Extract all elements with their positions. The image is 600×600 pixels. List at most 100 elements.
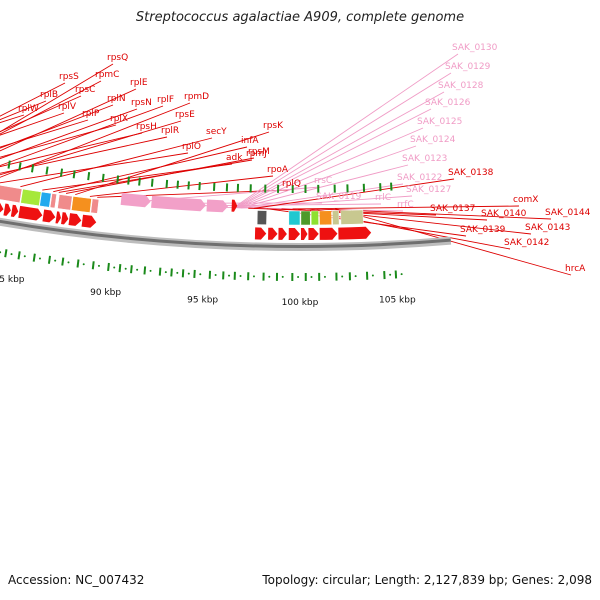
gc-dot (124, 267, 127, 270)
gene-label[interactable]: SAK_0127 (406, 185, 451, 195)
cog-block[interactable] (90, 198, 100, 214)
cds-arrow[interactable] (10, 204, 19, 218)
gene-label[interactable]: SAK_0142 (504, 238, 549, 248)
gene-label[interactable]: SAK_0143 (525, 223, 570, 233)
cog-block[interactable] (300, 210, 311, 226)
gc-dot (323, 275, 326, 278)
gene-label[interactable]: SAK_0137 (430, 204, 475, 214)
cds-arrow[interactable] (81, 214, 97, 228)
cog-block[interactable] (49, 193, 57, 209)
gene-label[interactable]: rplV (58, 102, 77, 112)
gc-tick (165, 179, 169, 188)
gc-tick (101, 173, 105, 182)
leader-line (20, 137, 213, 188)
gc-tick (91, 261, 95, 270)
gene-label[interactable]: rpsM (248, 147, 270, 157)
gene-label[interactable]: SAK_0126 (425, 98, 471, 108)
gene-label[interactable]: SAK_0144 (545, 208, 591, 218)
cog-block[interactable] (57, 194, 73, 211)
cds-arrow[interactable] (231, 199, 238, 212)
leader-line (0, 82, 66, 117)
cds-arrow[interactable] (42, 209, 56, 223)
cog-block[interactable] (39, 191, 52, 208)
gc-dot (400, 273, 403, 276)
gene-label[interactable]: rplW (18, 104, 39, 114)
gene-label[interactable]: rplO (182, 142, 201, 152)
gene-label[interactable]: infA (241, 136, 259, 146)
gene-label[interactable]: rrsC (314, 176, 332, 186)
cds-arrow[interactable] (0, 202, 4, 214)
gene-label[interactable]: rrfC (397, 200, 414, 210)
cog-block[interactable] (0, 161, 23, 204)
gene-label[interactable]: rplQ (282, 179, 301, 189)
cog-block[interactable] (256, 210, 267, 225)
leader-line (0, 80, 102, 135)
gene-label[interactable]: SAK_0124 (410, 135, 456, 145)
gene-label[interactable]: rpsQ (107, 53, 128, 63)
gene-label[interactable]: secY (206, 127, 227, 137)
rna-arrow[interactable] (151, 195, 206, 212)
rna-arrow[interactable] (120, 192, 151, 208)
gene-label[interactable]: SAK_0129 (445, 62, 491, 72)
cds-arrow[interactable] (18, 205, 43, 221)
gene-label[interactable]: SAK_0140 (481, 209, 527, 219)
gene-label[interactable]: rpsH (136, 122, 157, 132)
gene-label[interactable]: rplN (107, 94, 126, 104)
cog-block[interactable] (340, 209, 364, 225)
gene-label[interactable]: adk (226, 153, 243, 163)
leader-line (0, 100, 47, 121)
rna-arrow[interactable] (206, 199, 229, 213)
gene-label[interactable]: SAK_0119 (316, 192, 362, 202)
cds-arrow[interactable] (308, 227, 319, 240)
gene-label[interactable]: rpsC (75, 85, 95, 95)
cds-arrow[interactable] (288, 227, 300, 240)
leader-line (0, 108, 138, 160)
cds-arrow[interactable] (68, 213, 82, 226)
gene-label[interactable]: rplB (40, 90, 58, 100)
gene-label[interactable]: rpmD (184, 92, 209, 102)
cds-arrow[interactable] (278, 227, 287, 240)
cds-arrow[interactable] (300, 227, 308, 240)
gene-label[interactable]: rpoA (267, 165, 289, 175)
cog-block[interactable] (319, 210, 332, 226)
gc-tick (107, 262, 110, 272)
gene-label[interactable]: rrlC (375, 193, 391, 203)
gene-label[interactable]: rplP (82, 109, 100, 119)
gene-label[interactable]: rpmJ (246, 149, 267, 159)
cds-arrow[interactable] (319, 227, 338, 240)
cds-arrow[interactable] (61, 212, 69, 225)
gene-label[interactable]: hrcA (565, 264, 586, 274)
gc-tick (45, 166, 49, 175)
cds-arrow[interactable] (254, 227, 267, 240)
gene-label[interactable]: rpsK (263, 121, 284, 131)
gene-label[interactable]: SAK_0123 (402, 154, 447, 164)
gene-label[interactable]: rpsS (59, 72, 79, 82)
gene-label[interactable]: SAK_0128 (438, 81, 484, 91)
gene-label[interactable]: SAK_0122 (397, 173, 442, 183)
gene-label[interactable]: rplX (110, 114, 128, 124)
gene-label[interactable]: comX (513, 195, 538, 205)
cds-arrow[interactable] (55, 211, 61, 224)
gc-dot (10, 253, 13, 256)
gene-label[interactable]: SAK_0139 (460, 225, 506, 235)
gene-label[interactable]: rplE (130, 78, 148, 88)
gene-label[interactable]: rpsE (175, 110, 195, 120)
gene-label[interactable]: rpmC (95, 70, 119, 80)
cog-block[interactable] (71, 196, 92, 213)
gene-label[interactable]: SAK_0138 (448, 168, 494, 178)
cog-block[interactable] (288, 210, 301, 226)
gene-label[interactable]: SAK_0130 (452, 43, 498, 53)
gene-label[interactable]: rplF (157, 95, 174, 105)
cog-block[interactable] (332, 210, 340, 225)
cog-block[interactable] (20, 188, 42, 207)
gene-label[interactable]: rpsN (131, 98, 152, 108)
leader-line (234, 72, 452, 209)
leader-line (292, 205, 520, 210)
cds-arrow[interactable] (338, 226, 372, 240)
cds-arrow[interactable] (268, 227, 278, 240)
gene-label[interactable]: SAK_0125 (417, 117, 462, 127)
cog-block[interactable] (310, 210, 319, 226)
cds-arrow[interactable] (3, 203, 11, 216)
gene-label[interactable]: rplR (161, 126, 179, 136)
